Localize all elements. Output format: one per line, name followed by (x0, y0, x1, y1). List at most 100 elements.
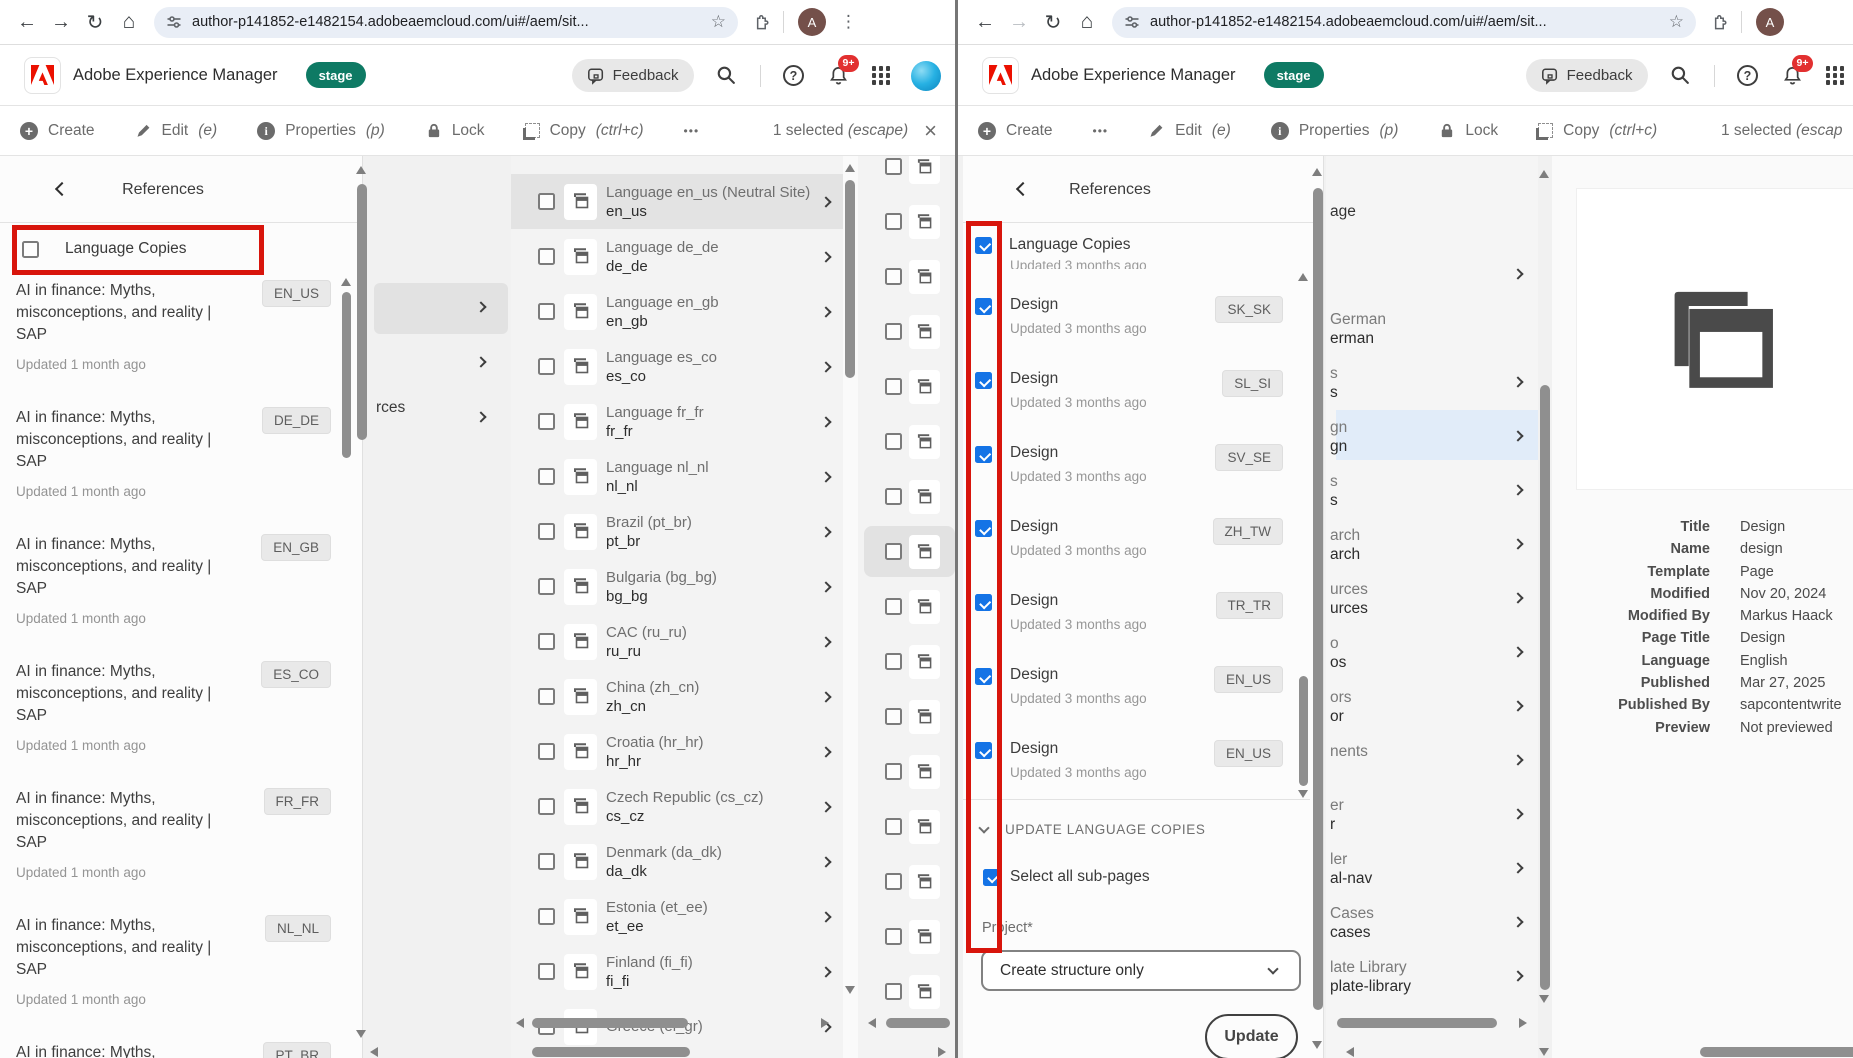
row-checkbox[interactable] (975, 594, 992, 611)
row-checkbox[interactable] (538, 688, 555, 705)
notifications-bell-icon[interactable]: 9+ (827, 54, 860, 88)
tree-row[interactable]: Cases cases (1326, 896, 1538, 950)
page-row[interactable] (858, 854, 955, 909)
feedback-button[interactable]: Feedback (571, 59, 694, 92)
app-switcher-icon[interactable] (871, 66, 890, 85)
page-row[interactable] (858, 579, 955, 634)
chevron-right-icon[interactable] (820, 305, 832, 318)
tree-fragment-selected-row[interactable] (374, 283, 508, 334)
extensions-icon[interactable] (752, 14, 769, 31)
scrollbar-thumb[interactable] (342, 292, 351, 458)
scrollbar-thumb[interactable] (845, 180, 855, 378)
properties-button[interactable]: i Properties (p) (1270, 121, 1398, 140)
scroll-up-arrow[interactable] (1312, 168, 1322, 176)
chevron-right-icon[interactable] (820, 470, 832, 483)
row-checkbox[interactable] (538, 798, 555, 815)
row-checkbox[interactable] (538, 468, 555, 485)
horizontal-scrollbar[interactable] (511, 1016, 843, 1030)
horizontal-scrollbar[interactable] (858, 1016, 955, 1030)
language-page-row[interactable]: Language en_us (Neutral Site) en_us (511, 174, 843, 229)
language-page-row[interactable]: Estonia (et_ee) et_ee (511, 889, 843, 944)
scrollbar-thumb[interactable] (1540, 385, 1550, 990)
chevron-right-icon[interactable] (820, 360, 832, 373)
project-select[interactable]: Create structure only (981, 950, 1301, 991)
chevron-right-icon[interactable] (820, 415, 832, 428)
reference-item[interactable]: AI in finance: Myths, misconceptions, an… (0, 406, 362, 533)
deselect-close-icon[interactable]: × (924, 117, 937, 143)
row-checkbox[interactable] (538, 358, 555, 375)
row-checkbox[interactable] (885, 598, 902, 615)
row-checkbox[interactable] (885, 543, 902, 560)
page-row[interactable] (858, 634, 955, 689)
collapse-chevron-icon[interactable] (978, 822, 990, 834)
app-switcher-icon[interactable] (1825, 66, 1844, 85)
create-button[interactable]: + Create (978, 121, 1053, 140)
bookmark-star-icon[interactable]: ☆ (1668, 12, 1684, 31)
copy-button[interactable]: Copy (ctrl+c) (522, 122, 644, 140)
browser-profile-avatar[interactable]: A (1756, 8, 1784, 36)
page-row[interactable] (858, 964, 955, 1019)
chevron-right-icon[interactable] (820, 195, 832, 208)
language-page-row[interactable]: Language en_gb en_gb (511, 284, 843, 339)
vertical-scrollbar[interactable] (1311, 158, 1325, 1058)
scroll-up-arrow[interactable] (845, 164, 855, 172)
forward-button[interactable]: → (1009, 10, 1029, 33)
select-all-subpages[interactable]: Select all sub-pages (983, 868, 1150, 886)
reference-item[interactable]: AI in finance: Myths, misconceptions, an… (0, 1041, 362, 1058)
reference-item[interactable]: AI in finance: Myths, misconceptions, an… (0, 279, 362, 406)
language-copies-group[interactable]: Language Copies (975, 236, 1131, 254)
row-checkbox[interactable] (975, 298, 992, 315)
scroll-left-arrow[interactable] (370, 1047, 378, 1057)
row-checkbox[interactable] (975, 520, 992, 537)
tree-row[interactable]: arch arch (1326, 518, 1538, 572)
page-row[interactable] (858, 744, 955, 799)
browser-menu-icon[interactable]: ⋮ (840, 12, 857, 31)
row-checkbox[interactable] (538, 963, 555, 980)
tree-row[interactable]: gn gn (1326, 410, 1538, 464)
horizontal-scrollbar[interactable] (1326, 1045, 1853, 1058)
adobe-logo[interactable] (982, 56, 1019, 94)
scroll-left-arrow[interactable] (516, 1018, 524, 1028)
chevron-right-icon[interactable] (820, 525, 832, 538)
language-page-row[interactable]: China (zh_cn) zh_cn (511, 669, 843, 724)
row-checkbox[interactable] (975, 372, 992, 389)
row-checkbox[interactable] (538, 193, 555, 210)
vertical-scrollbar[interactable] (1297, 270, 1309, 800)
reference-item[interactable]: Design Updated 3 months ago SV_SE (963, 444, 1298, 518)
reference-item[interactable]: Design Updated 3 months ago EN_US (963, 666, 1298, 740)
reference-item[interactable]: AI in finance: Myths, misconceptions, an… (0, 787, 362, 914)
page-row[interactable] (858, 469, 955, 524)
chevron-right-icon[interactable] (820, 580, 832, 593)
more-actions-button[interactable]: ••• (683, 123, 700, 138)
row-checkbox[interactable] (885, 763, 902, 780)
tree-row[interactable]: nents (1326, 734, 1538, 788)
reload-button[interactable]: ↻ (1044, 11, 1062, 34)
properties-button[interactable]: i Properties (p) (257, 121, 385, 140)
row-checkbox[interactable] (975, 446, 992, 463)
language-page-row[interactable]: Finland (fi_fi) fi_fi (511, 944, 843, 999)
tree-row[interactable]: s s (1326, 356, 1538, 410)
row-checkbox[interactable] (538, 248, 555, 265)
tree-row[interactable]: urces urces (1326, 572, 1538, 626)
horizontal-scrollbar[interactable] (363, 1045, 955, 1058)
reference-item[interactable]: Design Updated 3 months ago TR_TR (963, 592, 1298, 666)
scroll-down-arrow[interactable] (356, 1030, 366, 1038)
row-checkbox[interactable] (885, 433, 902, 450)
language-copies-group[interactable]: Language Copies (22, 240, 187, 258)
page-row[interactable] (858, 524, 955, 579)
help-icon[interactable]: ? (1736, 64, 1760, 88)
reload-button[interactable]: ↻ (86, 11, 104, 34)
create-button[interactable]: + Create (20, 121, 95, 140)
tree-row[interactable] (1326, 248, 1538, 302)
row-checkbox[interactable] (885, 983, 902, 1000)
edit-button[interactable]: Edit (e) (135, 122, 217, 140)
vertical-scrollbar[interactable] (355, 158, 369, 1058)
page-row[interactable] (858, 359, 955, 414)
page-row[interactable] (858, 249, 955, 304)
language-page-row[interactable]: CAC (ru_ru) ru_ru (511, 614, 843, 669)
chevron-right-icon[interactable] (475, 411, 487, 423)
page-row[interactable] (858, 909, 955, 964)
back-button[interactable]: ← (975, 10, 995, 33)
row-checkbox[interactable] (538, 908, 555, 925)
page-row[interactable] (858, 156, 955, 194)
